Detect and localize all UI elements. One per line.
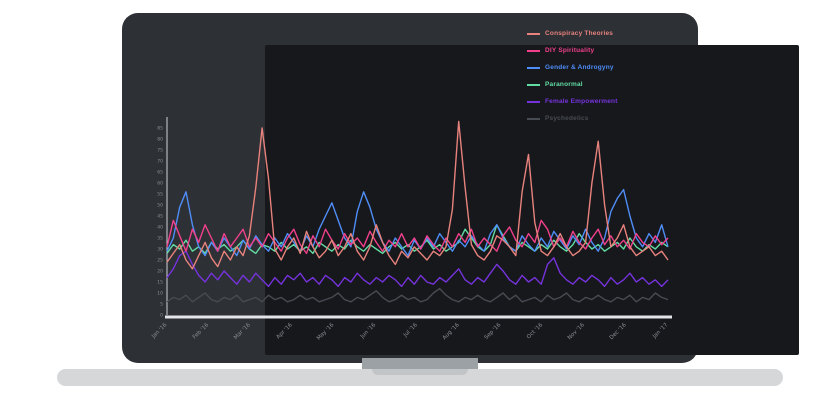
- trends-line-chart: 0 5 10 15 20 25 30 35 40 45 50 55 60 65 70 75 80 85 Jan '…: [150, 117, 672, 340]
- svg-text:May '16: May '16: [316, 322, 336, 340]
- svg-text:5: 5: [160, 302, 163, 308]
- chart-series-lines: [166, 120, 669, 303]
- svg-text:Jan '16: Jan '16: [150, 322, 169, 340]
- y-axis-tick-labels: 0 5 10 15 20 25 30 35 40 45 50 55 60 65 70 75 80 85: [157, 126, 163, 319]
- svg-text:30: 30: [157, 247, 163, 253]
- legend-label: Female Empowerment: [545, 98, 618, 105]
- svg-text:45: 45: [157, 214, 163, 220]
- x-axis-tick-labels: Jan '16 Feb '16 Mar '16 Apr '16 May '16 Jun '…: [150, 322, 670, 340]
- legend-color-dash: [527, 66, 540, 69]
- laptop-base: [57, 369, 783, 386]
- legend-color-dash: [527, 117, 540, 120]
- legend-color-dash: [527, 32, 540, 35]
- legend-label: Gender & Androgyny: [545, 64, 614, 71]
- svg-text:Aug '16: Aug '16: [442, 322, 461, 340]
- svg-text:Oct '16: Oct '16: [526, 322, 545, 340]
- svg-text:Feb '16: Feb '16: [192, 322, 211, 340]
- series-line-diy-spirituality: [166, 219, 669, 255]
- svg-text:20: 20: [157, 269, 163, 275]
- legend-item-paranormal[interactable]: Paranormal: [527, 81, 677, 88]
- svg-text:75: 75: [157, 148, 163, 154]
- svg-text:55: 55: [157, 192, 163, 198]
- series-line-paranormal: [166, 224, 669, 255]
- svg-text:0: 0: [160, 313, 163, 319]
- svg-text:25: 25: [157, 258, 163, 264]
- svg-text:Apr '16: Apr '16: [275, 322, 294, 340]
- legend-color-dash: [527, 83, 540, 86]
- legend-item-conspiracy-theories[interactable]: Conspiracy Theories: [527, 30, 677, 37]
- svg-text:80: 80: [157, 137, 163, 143]
- svg-text:85: 85: [157, 126, 163, 132]
- svg-text:35: 35: [157, 236, 163, 242]
- svg-text:10: 10: [157, 291, 163, 297]
- series-line-female-empowerment: [166, 250, 669, 288]
- series-line-gender-androgyny: [166, 188, 669, 257]
- laptop-hinge: [362, 358, 478, 371]
- svg-text:60: 60: [157, 181, 163, 187]
- legend-label: Conspiracy Theories: [545, 30, 614, 37]
- legend-item-diy-spirituality[interactable]: DIY Spirituality: [527, 47, 677, 54]
- svg-text:65: 65: [157, 170, 163, 176]
- svg-text:50: 50: [157, 203, 163, 209]
- legend-item-gender-androgyny[interactable]: Gender & Androgyny: [527, 64, 677, 71]
- laptop-frame: [122, 13, 799, 363]
- legend-label: Paranormal: [545, 81, 583, 88]
- svg-text:Jul '16: Jul '16: [402, 322, 419, 339]
- legend-color-dash: [527, 49, 540, 52]
- svg-text:15: 15: [157, 280, 163, 286]
- svg-text:Jan '17: Jan '17: [651, 322, 670, 340]
- laptop-screen: [265, 45, 799, 355]
- series-line-conspiracy-theories: [166, 120, 669, 270]
- legend-label: Psychedelics: [545, 115, 589, 122]
- legend-item-female-empowerment[interactable]: Female Empowerment: [527, 98, 677, 105]
- svg-text:Dec '16: Dec '16: [609, 322, 628, 340]
- svg-text:Jun '16: Jun '16: [359, 322, 378, 340]
- legend-item-psychedelics[interactable]: Psychedelics: [527, 115, 677, 122]
- svg-text:Sep '16: Sep '16: [484, 322, 503, 340]
- series-line-psychedelics: [166, 287, 669, 303]
- legend-color-dash: [527, 100, 540, 103]
- svg-text:70: 70: [157, 159, 163, 165]
- svg-text:40: 40: [157, 225, 163, 231]
- legend-label: DIY Spirituality: [545, 47, 595, 54]
- chart-legend: Conspiracy Theories DIY Spirituality Gen…: [527, 30, 677, 132]
- svg-text:Nov '16: Nov '16: [567, 322, 586, 340]
- laptop-base-notch: [372, 369, 468, 375]
- svg-text:Mar '16: Mar '16: [233, 322, 252, 340]
